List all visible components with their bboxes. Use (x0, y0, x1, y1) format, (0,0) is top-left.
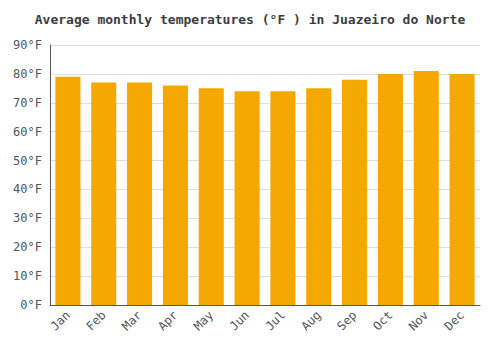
svg-text:40°F: 40°F (13, 182, 42, 196)
svg-text:Jul: Jul (263, 308, 288, 333)
svg-text:Oct: Oct (370, 308, 395, 333)
svg-text:90°F: 90°F (13, 38, 42, 52)
svg-text:30°F: 30°F (13, 211, 42, 225)
svg-text:May: May (191, 308, 216, 333)
svg-text:Apr: Apr (155, 308, 180, 333)
svg-text:Average monthly temperatures (: Average monthly temperatures (°F ) in Ju… (35, 12, 466, 27)
svg-text:60°F: 60°F (13, 125, 42, 139)
svg-text:80°F: 80°F (13, 67, 42, 81)
svg-text:70°F: 70°F (13, 96, 42, 110)
svg-text:Dec: Dec (442, 308, 467, 333)
svg-text:Aug: Aug (298, 308, 323, 333)
svg-text:Mar: Mar (119, 308, 144, 333)
svg-text:Jun: Jun (227, 308, 252, 333)
svg-text:Feb: Feb (83, 308, 108, 333)
svg-text:20°F: 20°F (13, 240, 42, 254)
svg-text:Jan: Jan (48, 308, 73, 333)
svg-text:Sep: Sep (334, 308, 359, 333)
svg-text:0°F: 0°F (20, 298, 42, 312)
svg-text:50°F: 50°F (13, 154, 42, 168)
svg-text:10°F: 10°F (13, 269, 42, 283)
svg-text:Nov: Nov (406, 308, 431, 333)
